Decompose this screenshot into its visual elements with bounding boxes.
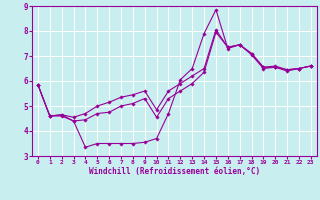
X-axis label: Windchill (Refroidissement éolien,°C): Windchill (Refroidissement éolien,°C) — [89, 167, 260, 176]
